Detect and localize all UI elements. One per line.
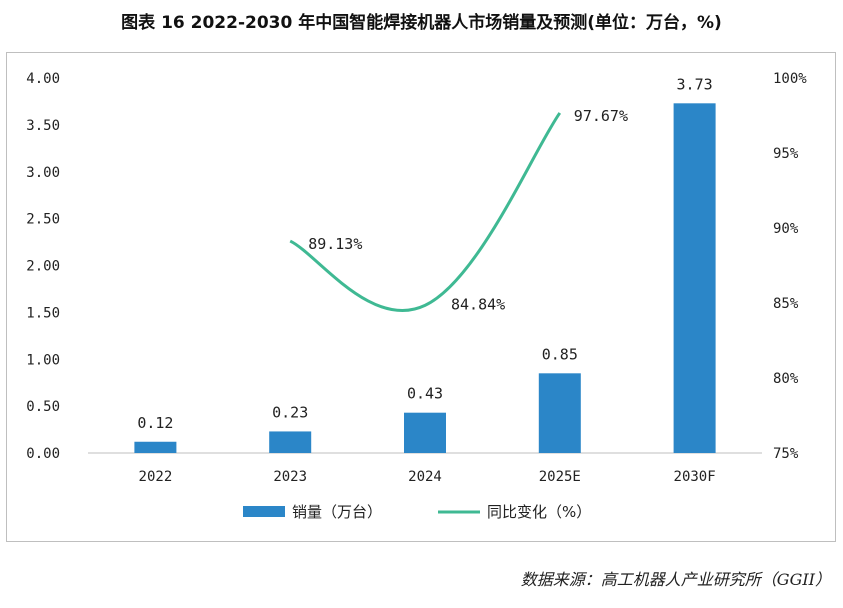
right-axis-tick-label: 75%: [773, 446, 799, 462]
left-axis-tick-label: 2.50: [26, 212, 60, 228]
left-axis-tick-label: 3.00: [26, 165, 60, 181]
right-axis-tick-label: 90%: [773, 221, 799, 237]
bar-2025E: [538, 373, 581, 453]
bar-value-label: 0.85: [542, 345, 578, 363]
x-axis-tick-label: 2023: [273, 469, 307, 485]
legend-swatch-sales: [243, 506, 285, 517]
line-value-label: 97.67%: [574, 107, 628, 125]
bar-2023: [269, 431, 312, 453]
chart-frame: [6, 52, 836, 542]
right-axis-tick-label: 85%: [773, 296, 799, 312]
line-value-label: 84.84%: [451, 295, 505, 313]
bar-value-label: 0.23: [272, 403, 308, 421]
bar-2022: [134, 441, 177, 453]
left-axis-tick-label: 3.50: [26, 118, 60, 134]
series-line-yoy: [289, 112, 562, 313]
left-axis-tick-label: 2.00: [26, 259, 60, 275]
bar-value-label: 0.43: [407, 385, 443, 403]
chart-title: 图表 16 2022-2030 年中国智能焊接机器人市场销量及预测(单位：万台，…: [121, 13, 722, 33]
bar-value-label: 3.73: [677, 75, 713, 93]
left-axis-tick-label: 4.00: [26, 71, 60, 87]
bar-value-label: 0.12: [137, 414, 173, 432]
bar-2030F: [673, 103, 716, 453]
left-axis-tick-label: 1.00: [26, 352, 60, 368]
left-axis-tick-label: 0.00: [26, 446, 60, 462]
x-axis-tick-label: 2022: [139, 469, 173, 485]
bar-2024: [404, 412, 446, 453]
left-axis-tick-label: 1.50: [26, 305, 60, 321]
right-axis-tick-label: 80%: [773, 371, 799, 387]
right-axis-tick-label: 100%: [773, 71, 807, 87]
right-axis-tick-label: 95%: [773, 146, 799, 162]
line-value-label: 89.13%: [308, 235, 362, 253]
x-axis-tick-label: 2025E: [539, 469, 581, 485]
data-source: 数据来源：高工机器人产业研究所（GGII）: [520, 570, 831, 589]
x-axis-tick-label: 2030F: [674, 469, 716, 485]
x-axis-tick-label: 2024: [408, 469, 442, 485]
left-axis-tick-label: 0.50: [26, 399, 60, 415]
legend-label-sales: 销量（万台）: [292, 503, 382, 521]
legend-label-yoy: 同比变化（%）: [487, 503, 591, 521]
